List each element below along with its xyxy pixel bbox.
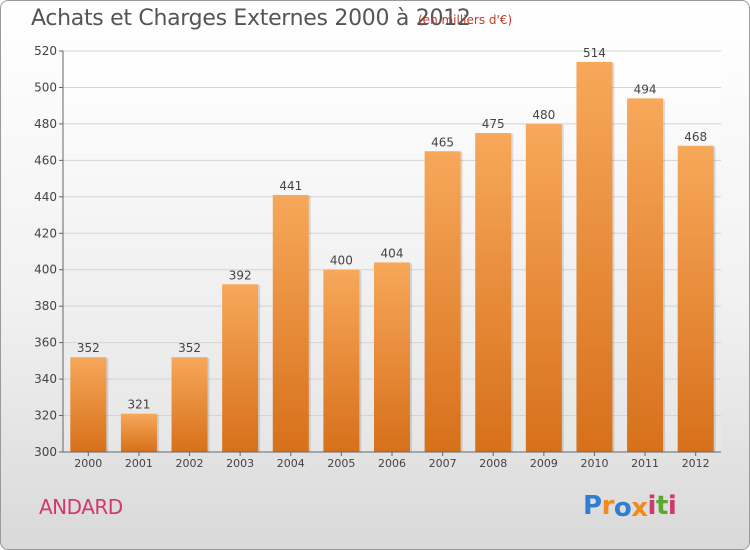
bar-value-label: 321 — [127, 398, 150, 412]
x-tick-label: 2002 — [176, 457, 204, 470]
logo-letter: P — [583, 491, 602, 521]
proxiti-logo: Proxiti — [583, 491, 677, 523]
y-tick-label: 500 — [34, 80, 57, 94]
y-tick-label: 300 — [34, 445, 57, 459]
x-tick-label: 2011 — [631, 457, 659, 470]
logo-letter: t — [655, 491, 668, 521]
bar-value-label: 352 — [178, 341, 201, 355]
x-tick-label: 2003 — [226, 457, 254, 470]
y-tick-label: 520 — [34, 44, 57, 58]
y-tick-label: 480 — [34, 117, 57, 131]
logo-letter: o — [613, 493, 632, 523]
bar-value-label: 465 — [431, 135, 454, 149]
x-tick-label: 2008 — [479, 457, 507, 470]
bar-value-label: 480 — [532, 108, 555, 122]
x-tick-label: 2004 — [277, 457, 305, 470]
y-tick-label: 400 — [34, 263, 57, 277]
bar-value-label: 441 — [279, 179, 302, 193]
bar-value-label: 468 — [684, 130, 707, 144]
bar-value-label: 475 — [482, 117, 505, 131]
bar-value-label: 404 — [381, 246, 404, 260]
bar-value-label: 352 — [77, 341, 100, 355]
x-tick-label: 2001 — [125, 457, 153, 470]
bar — [475, 133, 512, 453]
x-tick-label: 2010 — [580, 457, 608, 470]
logo-letter: i — [647, 491, 657, 521]
unit-label: (en milliers d'€) — [418, 13, 513, 27]
x-tick-label: 2007 — [429, 457, 457, 470]
commune-name: ANDARD — [39, 495, 123, 519]
bar-value-label: 514 — [583, 46, 606, 60]
x-tick-label: 2009 — [530, 457, 558, 470]
x-tick-label: 2000 — [74, 457, 102, 470]
logo-letter: x — [631, 493, 648, 523]
bar — [677, 145, 714, 453]
bar — [120, 413, 157, 452]
bar — [70, 357, 107, 452]
bar-value-label: 400 — [330, 254, 353, 268]
y-tick-label: 340 — [34, 372, 57, 386]
bar-value-label: 392 — [229, 268, 252, 282]
x-tick-label: 2012 — [682, 457, 710, 470]
bar — [171, 357, 208, 452]
logo-letter: i — [667, 491, 677, 521]
y-tick-label: 440 — [34, 190, 57, 204]
logo-letter: r — [601, 491, 615, 521]
bar-value-label: 494 — [634, 82, 657, 96]
bar — [323, 269, 360, 452]
y-tick-label: 380 — [34, 299, 57, 313]
bar — [627, 98, 664, 453]
y-tick-label: 420 — [34, 226, 57, 240]
bar — [374, 262, 410, 452]
bar — [525, 123, 562, 452]
bar — [576, 61, 613, 452]
bar — [222, 284, 259, 452]
x-tick-label: 2006 — [378, 457, 406, 470]
y-tick-label: 320 — [34, 409, 57, 423]
bar — [272, 194, 309, 452]
y-tick-label: 360 — [34, 336, 57, 350]
chart-title: Achats et Charges Externes 2000 à 2012 — [31, 6, 471, 31]
x-tick-label: 2005 — [327, 457, 355, 470]
y-tick-label: 460 — [34, 153, 57, 167]
bar — [424, 151, 461, 452]
